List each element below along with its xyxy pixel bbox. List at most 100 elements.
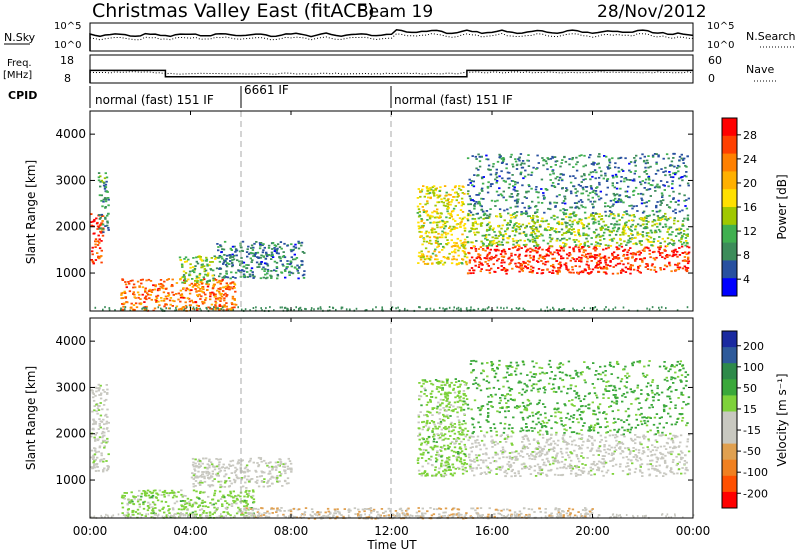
range-gate-cell [365, 309, 368, 312]
range-gate-cell [462, 517, 465, 520]
range-gate-cell [586, 272, 590, 274]
range-gate-cell [470, 256, 474, 259]
range-gate-cell [652, 213, 656, 216]
range-gate-cell [470, 247, 473, 249]
range-gate-cell [583, 211, 587, 214]
range-gate-cell [437, 422, 440, 425]
range-gate-cell [485, 229, 489, 232]
range-gate-cell [665, 245, 669, 247]
range-gate-cell [531, 271, 534, 274]
range-gate-cell [434, 457, 438, 460]
range-gate-cell [685, 253, 688, 255]
range-gate-cell [646, 239, 650, 241]
range-gate-cell [687, 252, 690, 255]
range-gate-cell [430, 464, 434, 466]
range-gate-cell [454, 220, 457, 222]
range-gate-cell [427, 427, 430, 430]
range-gate-cell [477, 153, 480, 156]
range-gate-cell [286, 260, 289, 262]
range-gate-cell [528, 215, 531, 217]
range-gate-cell [558, 231, 561, 233]
range-gate-cell [502, 238, 505, 241]
range-gate-cell [239, 264, 242, 266]
range-gate-cell [582, 188, 585, 191]
range-gate-cell [480, 240, 483, 243]
range-gate-cell [524, 245, 527, 248]
range-gate-cell [683, 157, 686, 160]
range-gate-cell [641, 231, 645, 233]
range-gate-cell [601, 234, 605, 237]
range-gate-cell [450, 513, 453, 516]
range-gate-cell [547, 158, 550, 161]
range-gate-cell [556, 216, 559, 219]
range-gate-cell [627, 235, 630, 237]
range-gate-cell [607, 256, 611, 259]
range-gate-cell [124, 306, 127, 309]
range-gate-cell [648, 308, 651, 311]
range-gate-cell [683, 265, 686, 268]
range-gate-cell [457, 249, 460, 252]
range-gate-cell [585, 237, 588, 240]
range-gate-cell [211, 287, 215, 289]
range-gate-cell [662, 184, 665, 186]
range-gate-cell [612, 199, 615, 202]
range-gate-cell [370, 509, 373, 512]
range-gate-cell [165, 514, 168, 517]
range-gate-cell [578, 250, 581, 253]
range-gate-cell [434, 231, 438, 233]
range-gate-cell [226, 511, 229, 514]
range-gate-cell [105, 420, 109, 423]
range-gate-cell [654, 270, 658, 273]
range-gate-cell [640, 192, 643, 195]
range-gate-cell [554, 507, 558, 510]
range-gate-cell [202, 276, 205, 279]
range-gate-cell [448, 446, 451, 448]
range-gate-cell [420, 442, 423, 445]
range-gate-cell [541, 220, 545, 223]
range-gate-cell [376, 511, 379, 513]
range-gate-cell [563, 209, 567, 211]
range-gate-cell [273, 260, 277, 263]
range-gate-cell [250, 495, 253, 498]
range-gate-cell [289, 262, 293, 265]
range-gate-cell [436, 427, 439, 430]
range-gate-cell [504, 233, 508, 235]
range-gate-cell [462, 420, 466, 422]
range-gate-cell [644, 169, 648, 172]
range-gate-cell [213, 306, 215, 309]
range-gate-cell [251, 259, 254, 262]
range-gate-cell [624, 232, 627, 235]
range-gate-cell [106, 416, 109, 418]
range-gate-cell [429, 239, 432, 242]
range-gate-cell [424, 389, 427, 392]
range-gate-cell [156, 294, 160, 297]
range-gate-cell [484, 249, 487, 252]
range-gate-cell [283, 469, 286, 472]
range-gate-cell [450, 215, 453, 218]
range-gate-cell [100, 240, 103, 242]
range-gate-cell [463, 515, 466, 518]
range-gate-cell [487, 513, 490, 516]
range-gate-cell [444, 468, 447, 471]
range-gate-cell [579, 271, 582, 274]
range-gate-cell [582, 251, 585, 254]
range-gate-cell [673, 217, 676, 220]
range-gate-cell [532, 255, 535, 258]
range-gate-cell [531, 238, 534, 241]
range-gate-cell [465, 307, 468, 310]
range-gate-cell [184, 272, 188, 274]
range-gate-cell [655, 204, 658, 207]
range-gate-cell [103, 177, 107, 180]
range-gate-cell [582, 234, 585, 237]
range-gate-cell [206, 289, 209, 291]
range-gate-cell [617, 166, 620, 169]
range-gate-cell [632, 190, 635, 193]
range-gate-cell [279, 241, 283, 243]
range-gate-cell [543, 229, 547, 231]
range-gate-cell [502, 234, 505, 236]
range-gate-cell [143, 301, 146, 303]
velocity-data [90, 359, 695, 520]
range-gate-cell [594, 221, 597, 224]
range-gate-cell [156, 289, 160, 292]
range-gate-cell [263, 270, 266, 272]
